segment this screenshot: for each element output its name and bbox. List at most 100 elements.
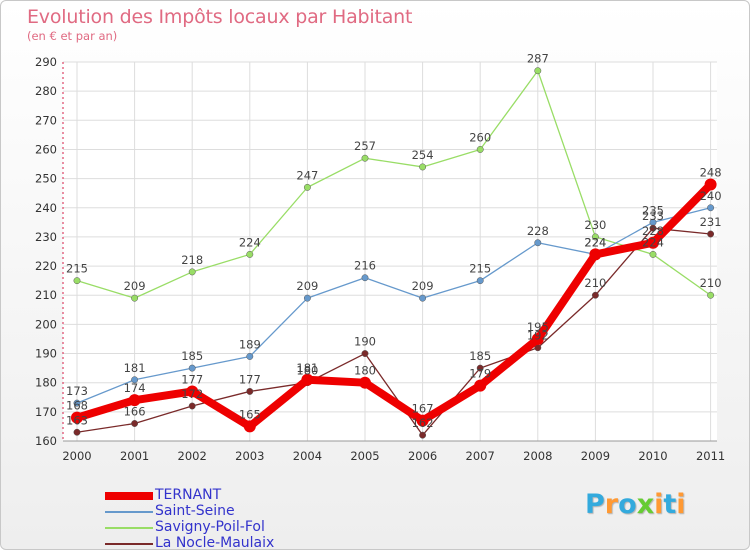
data-point-ternant — [243, 420, 256, 433]
legend-swatch-savigny-poil-fol — [105, 527, 153, 529]
data-point-saint-seine — [476, 277, 484, 285]
x-tick-label: 2005 — [350, 449, 379, 463]
logo-letter: o — [618, 489, 637, 520]
y-tick-label: 230 — [35, 230, 57, 244]
data-point-saint-seine — [361, 274, 369, 282]
data-point-ternant — [359, 376, 371, 389]
data-point-ternant — [416, 414, 429, 427]
data-point-saint-seine — [73, 399, 81, 407]
data-point-ternant — [128, 394, 141, 407]
data-label-ternant: 181 — [296, 361, 318, 375]
data-point-ternant — [647, 236, 659, 249]
data-point-la-nocle-maulaix — [188, 402, 196, 410]
series-line-savigny-poil-fol — [76, 70, 712, 299]
data-label-la-nocle-maulaix: 192 — [527, 329, 549, 343]
x-tick-label: 2003 — [235, 449, 264, 463]
legend-label-savigny-poil-fol: Savigny-Poil-Fol — [155, 519, 265, 535]
x-tick-label: 2010 — [638, 449, 667, 463]
y-tick-label: 210 — [35, 288, 57, 302]
data-point-saint-seine — [131, 376, 139, 384]
chart-subtitle: (en € et par an) — [27, 29, 118, 43]
data-point-savigny-poil-fol — [188, 268, 196, 276]
data-label-saint-seine: 185 — [181, 349, 203, 363]
data-label-ternant: 174 — [124, 381, 146, 395]
data-point-savigny-poil-fol — [534, 67, 542, 75]
chart-title: Evolution des Impôts locaux par Habitant — [27, 6, 413, 28]
data-point-saint-seine — [303, 294, 311, 302]
data-point-savigny-poil-fol — [131, 294, 139, 302]
data-point-la-nocle-maulaix — [246, 387, 254, 395]
data-label-la-nocle-maulaix: 172 — [181, 387, 203, 401]
data-point-saint-seine — [707, 204, 715, 212]
data-label-saint-seine: 235 — [642, 203, 664, 217]
data-point-savigny-poil-fol — [707, 291, 715, 299]
data-label-savigny-poil-fol: 209 — [124, 279, 146, 293]
y-tick-label: 190 — [35, 347, 57, 361]
data-point-la-nocle-maulaix — [361, 350, 369, 357]
logo-letter: i — [676, 489, 686, 520]
data-label-saint-seine: 181 — [124, 361, 146, 375]
y-tick-label: 250 — [35, 172, 57, 186]
data-label-savigny-poil-fol: 224 — [239, 235, 261, 249]
data-point-la-nocle-maulaix — [707, 230, 715, 238]
data-label-ternant: 195 — [527, 320, 549, 334]
data-point-ternant — [71, 411, 83, 424]
data-label-ternant: 168 — [66, 399, 88, 413]
y-tick-label: 160 — [35, 434, 57, 448]
data-point-saint-seine — [246, 353, 254, 360]
data-label-la-nocle-maulaix: 163 — [66, 413, 88, 427]
data-point-saint-seine — [188, 364, 196, 372]
data-label-savigny-poil-fol: 224 — [642, 235, 664, 249]
data-point-ternant — [474, 379, 487, 392]
data-point-saint-seine — [419, 294, 427, 302]
data-point-savigny-poil-fol — [303, 183, 311, 191]
y-tick-label: 220 — [35, 259, 57, 273]
data-label-saint-seine: 173 — [66, 384, 88, 398]
y-tick-label: 290 — [35, 55, 57, 69]
data-label-la-nocle-maulaix: 177 — [239, 372, 261, 386]
data-point-ternant — [704, 178, 717, 191]
data-label-la-nocle-maulaix: 162 — [412, 416, 434, 430]
data-label-savigny-poil-fol: 247 — [296, 168, 318, 182]
y-tick-label: 240 — [35, 201, 57, 215]
data-label-savigny-poil-fol: 257 — [354, 139, 376, 153]
data-point-savigny-poil-fol — [246, 250, 254, 258]
x-tick-label: 2002 — [178, 449, 207, 463]
y-tick-label: 270 — [35, 113, 57, 127]
legend-swatch-ternant — [105, 492, 153, 500]
data-label-ternant: 177 — [181, 372, 203, 386]
data-label-saint-seine: 224 — [584, 235, 606, 249]
data-point-la-nocle-maulaix — [591, 291, 599, 299]
data-label-ternant: 165 — [239, 407, 261, 421]
data-label-ternant: 248 — [700, 165, 722, 179]
x-tick-label: 2011 — [696, 449, 725, 463]
data-label-la-nocle-maulaix: 190 — [354, 335, 376, 349]
x-tick-label: 2009 — [581, 449, 610, 463]
logo-letter: i — [654, 489, 664, 520]
data-label-saint-seine: 216 — [354, 259, 376, 273]
data-label-ternant: 167 — [412, 402, 434, 416]
data-label-savigny-poil-fol: 260 — [469, 130, 491, 144]
logo-letter: P — [585, 489, 605, 520]
data-label-savigny-poil-fol: 215 — [66, 262, 88, 276]
data-label-saint-seine: 209 — [296, 279, 318, 293]
data-label-ternant: 228 — [642, 224, 664, 238]
y-tick-label: 280 — [35, 84, 57, 98]
logo-letter: r — [604, 489, 619, 520]
data-point-savigny-poil-fol — [591, 233, 599, 241]
data-point-la-nocle-maulaix — [73, 428, 81, 436]
data-label-la-nocle-maulaix: 180 — [296, 364, 318, 378]
data-label-savigny-poil-fol: 210 — [700, 276, 722, 290]
data-point-la-nocle-maulaix — [476, 364, 484, 372]
data-point-saint-seine — [534, 239, 542, 247]
logo-letter: x — [636, 489, 655, 520]
y-tick-label: 260 — [35, 142, 57, 156]
data-label-saint-seine: 215 — [469, 262, 491, 276]
legend-swatch-la-nocle-maulaix — [105, 543, 153, 545]
y-tick-label: 180 — [35, 376, 57, 390]
x-tick-label: 2001 — [120, 449, 149, 463]
data-label-la-nocle-maulaix: 185 — [469, 349, 491, 363]
data-label-ternant: 179 — [469, 367, 491, 381]
